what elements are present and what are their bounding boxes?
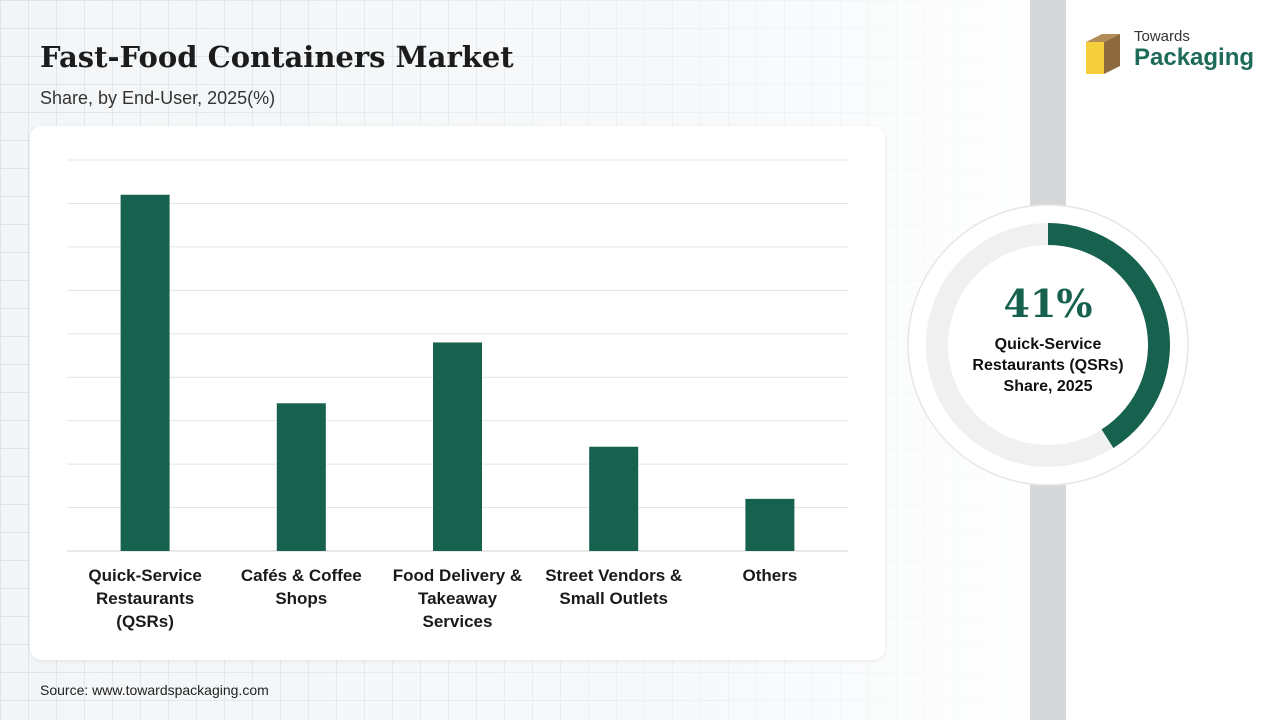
x-tick-label: Street Vendors & Small Outlets xyxy=(545,566,683,608)
highlight-label: Quick-Service Restaurants (QSRs) Share, … xyxy=(948,334,1148,397)
x-tick-label: Others xyxy=(742,566,798,585)
bar xyxy=(589,446,639,551)
page-subtitle: Share, by End-User, 2025(%) xyxy=(40,88,276,108)
x-tick-label: Quick-Service Restaurants (QSRs) xyxy=(88,566,202,631)
bar xyxy=(276,403,326,551)
highlight-value: 41% xyxy=(1003,281,1093,326)
bar xyxy=(120,194,170,551)
highlight-donut: 41% Quick-Service Restaurants (QSRs) Sha… xyxy=(906,203,1190,487)
donut-arc xyxy=(1047,223,1170,448)
donut-chart xyxy=(907,204,1189,486)
chart-card: Quick-Service Restaurants (QSRs) Cafés & Co… xyxy=(30,126,885,660)
bar xyxy=(433,342,482,551)
highlight-label-line: Quick-Service xyxy=(994,336,1102,353)
bar-chart xyxy=(67,159,848,552)
x-tick-label: Cafés & Coffee Shops xyxy=(240,566,362,608)
highlight-label-line: Restaurants (QSRs) xyxy=(972,357,1124,374)
brand-line1: Towards xyxy=(1134,28,1190,45)
donut-halo xyxy=(907,204,1189,486)
brand-line2: Packaging xyxy=(1134,44,1255,71)
bar xyxy=(745,498,795,551)
source-note: Source: www.towardspackaging.com xyxy=(40,682,269,698)
page-title: Fast-Food Containers Market xyxy=(40,40,514,74)
box-icon xyxy=(1086,34,1120,74)
x-tick-label: Food Delivery & Takeaway Services xyxy=(392,566,523,631)
brand-logo: Towards Packaging xyxy=(1080,26,1270,76)
highlight-label-line: Share, 2025 xyxy=(1003,378,1093,395)
